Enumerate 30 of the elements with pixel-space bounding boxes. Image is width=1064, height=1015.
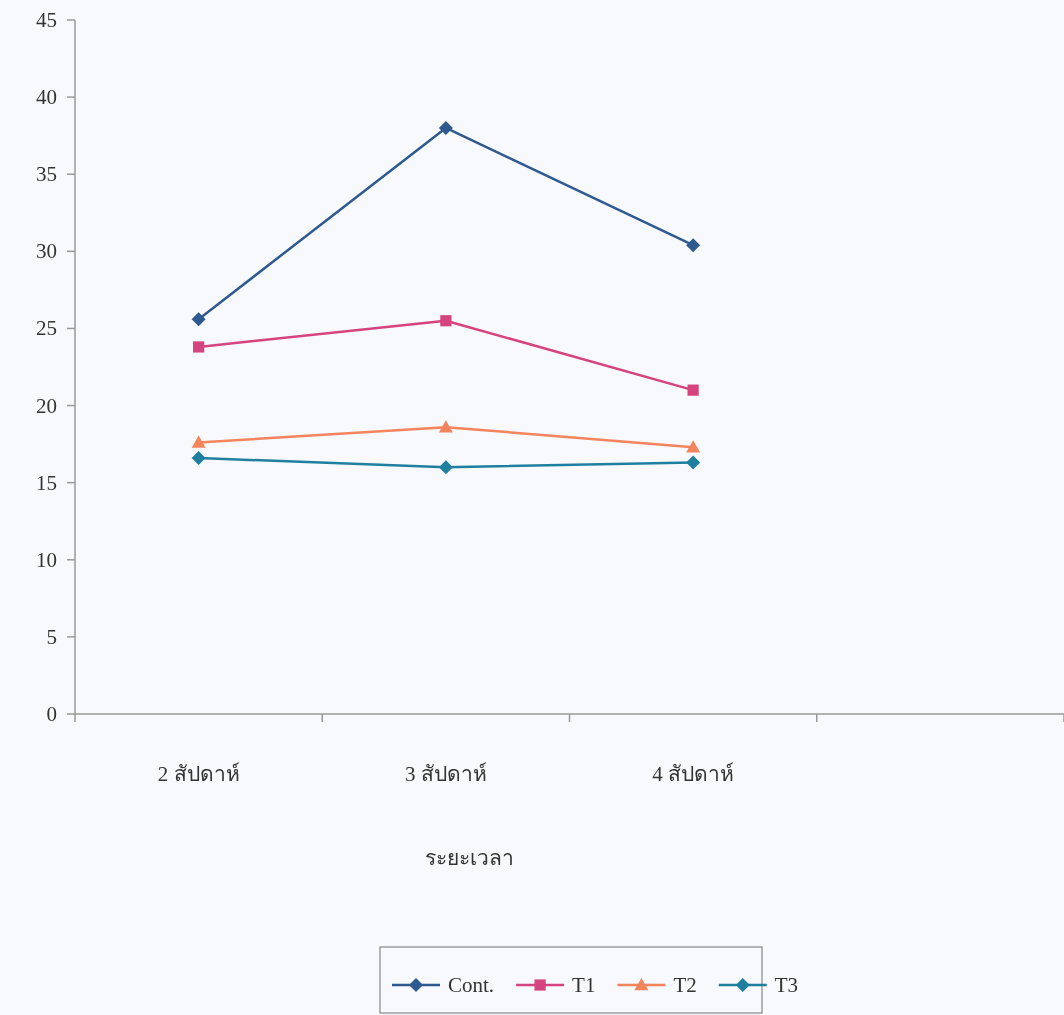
point [686, 455, 701, 470]
y-tick-label: 40 [36, 85, 57, 110]
y-tick-label: 20 [36, 393, 57, 418]
point [687, 384, 699, 396]
y-tick-label: 25 [36, 316, 57, 341]
point [191, 312, 206, 327]
point [686, 440, 701, 453]
legend-label: T1 [572, 973, 596, 997]
legend-label: T3 [774, 973, 799, 997]
y-tick-label: 10 [36, 547, 57, 572]
x-axis-title: ระยะเวลา [425, 846, 514, 870]
y-tick-label: 5 [46, 624, 57, 649]
x-tick-label: 3 สัปดาห์ [405, 762, 487, 786]
point [438, 120, 453, 135]
legend-label: Cont. [448, 973, 495, 997]
point [686, 238, 701, 253]
y-tick-label: 45 [36, 8, 57, 32]
y-tick-label: 30 [36, 239, 57, 264]
point [440, 315, 452, 327]
point [191, 450, 206, 465]
y-tick-label: 35 [36, 162, 57, 187]
legend-label: T2 [673, 973, 697, 997]
point [191, 435, 206, 448]
point [438, 420, 453, 433]
x-tick-label: 4 สัปดาห์ [652, 762, 734, 786]
point [438, 460, 453, 475]
y-tick-label: 0 [46, 702, 57, 726]
y-tick-label: 15 [36, 470, 57, 495]
point [193, 341, 205, 353]
x-tick-label: 2 สัปดาห์ [157, 762, 240, 786]
